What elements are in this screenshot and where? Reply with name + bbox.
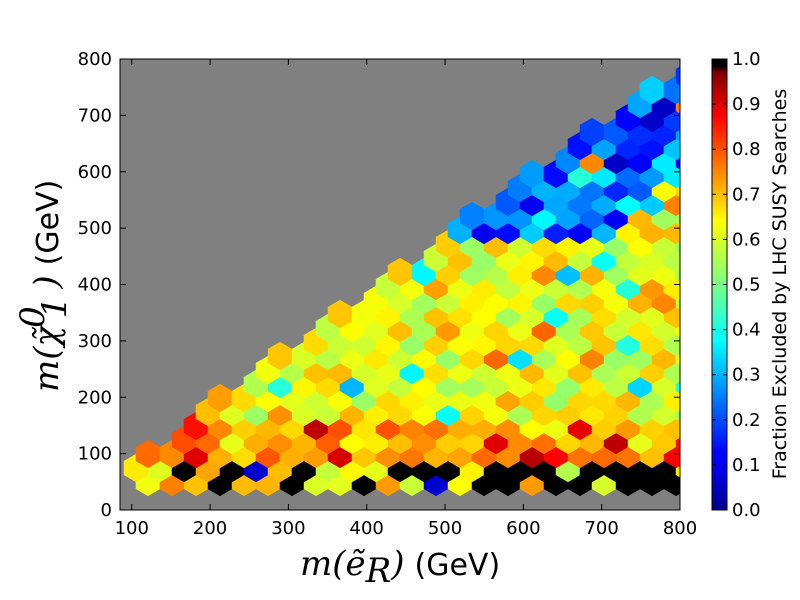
y-tick-label: 600 xyxy=(78,162,112,183)
colorbar-tick-label: 0.9 xyxy=(732,94,761,115)
y-tick-label: 700 xyxy=(78,105,112,126)
hexbin-cell xyxy=(688,412,712,440)
colorbar-tick-label: 0.2 xyxy=(732,410,761,431)
y-tick-label: 500 xyxy=(78,218,112,239)
hexbin-cells xyxy=(123,48,712,497)
hexbin-cell xyxy=(688,76,712,104)
colorbar-tick-label: 0.4 xyxy=(732,320,761,341)
hexbin-cell xyxy=(688,384,712,412)
colorbar-tick-label: 0.0 xyxy=(732,500,761,521)
hexbin-cell xyxy=(688,440,712,468)
hexbin-cell xyxy=(688,272,712,300)
y-tick-label: 800 xyxy=(78,49,112,70)
x-tick-label: 500 xyxy=(428,518,462,539)
colorbar-tick-label: 1.0 xyxy=(732,49,761,70)
hexbin-cell xyxy=(688,244,712,272)
hexbin-cell xyxy=(688,300,712,328)
colorbar-tick-label: 0.8 xyxy=(732,139,761,160)
colorbar-tick-label: 0.6 xyxy=(732,229,761,250)
hexbin-cell xyxy=(688,468,712,496)
y-axis-ticks: 0 100 200 300 400 500 600 700 800 xyxy=(78,49,680,521)
hexbin-cell xyxy=(688,48,712,76)
hexbin-cell xyxy=(688,188,712,216)
x-axis-title: m(ẽR) (GeV) xyxy=(300,544,500,591)
colorbar-tick-label: 0.3 xyxy=(732,365,761,386)
y-axis-title: m(χ̃01)(GeV) xyxy=(13,180,75,392)
hexbin-cell xyxy=(688,356,712,384)
hexbin-cell xyxy=(688,328,712,356)
colorbar-tick-label: 0.7 xyxy=(732,184,761,205)
x-tick-label: 600 xyxy=(506,518,540,539)
x-tick-label: 100 xyxy=(115,518,149,539)
x-tick-label: 200 xyxy=(193,518,227,539)
y-tick-label: 400 xyxy=(78,275,112,296)
colorbar-tick-label: 0.1 xyxy=(732,455,761,476)
y-tick-label: 300 xyxy=(78,331,112,352)
hexbin-cell xyxy=(688,132,712,160)
hexbin-cell xyxy=(688,216,712,244)
y-tick-label: 0 xyxy=(101,500,112,521)
x-tick-label: 400 xyxy=(350,518,384,539)
y-tick-label: 100 xyxy=(78,444,112,465)
colorbar-tick-label: 0.5 xyxy=(732,275,761,296)
colorbar-ticks: 0.0 0.1 0.2 0.3 0.4 0.5 0.6 0.7 0.8 0.9 1.0 xyxy=(712,49,761,521)
x-axis-ticks: 100 200 300 400 500 600 700 800 xyxy=(115,59,697,539)
x-tick-label: 800 xyxy=(663,518,697,539)
colorbar-title: Fraction Excluded by LHC SUSY Searches xyxy=(769,89,791,479)
hexbin-cell xyxy=(675,66,680,86)
x-tick-label: 300 xyxy=(271,518,305,539)
x-tick-label: 700 xyxy=(584,518,618,539)
y-tick-label: 200 xyxy=(78,387,112,408)
hexbin-cell xyxy=(688,104,712,132)
hexbin-cell xyxy=(688,160,712,188)
